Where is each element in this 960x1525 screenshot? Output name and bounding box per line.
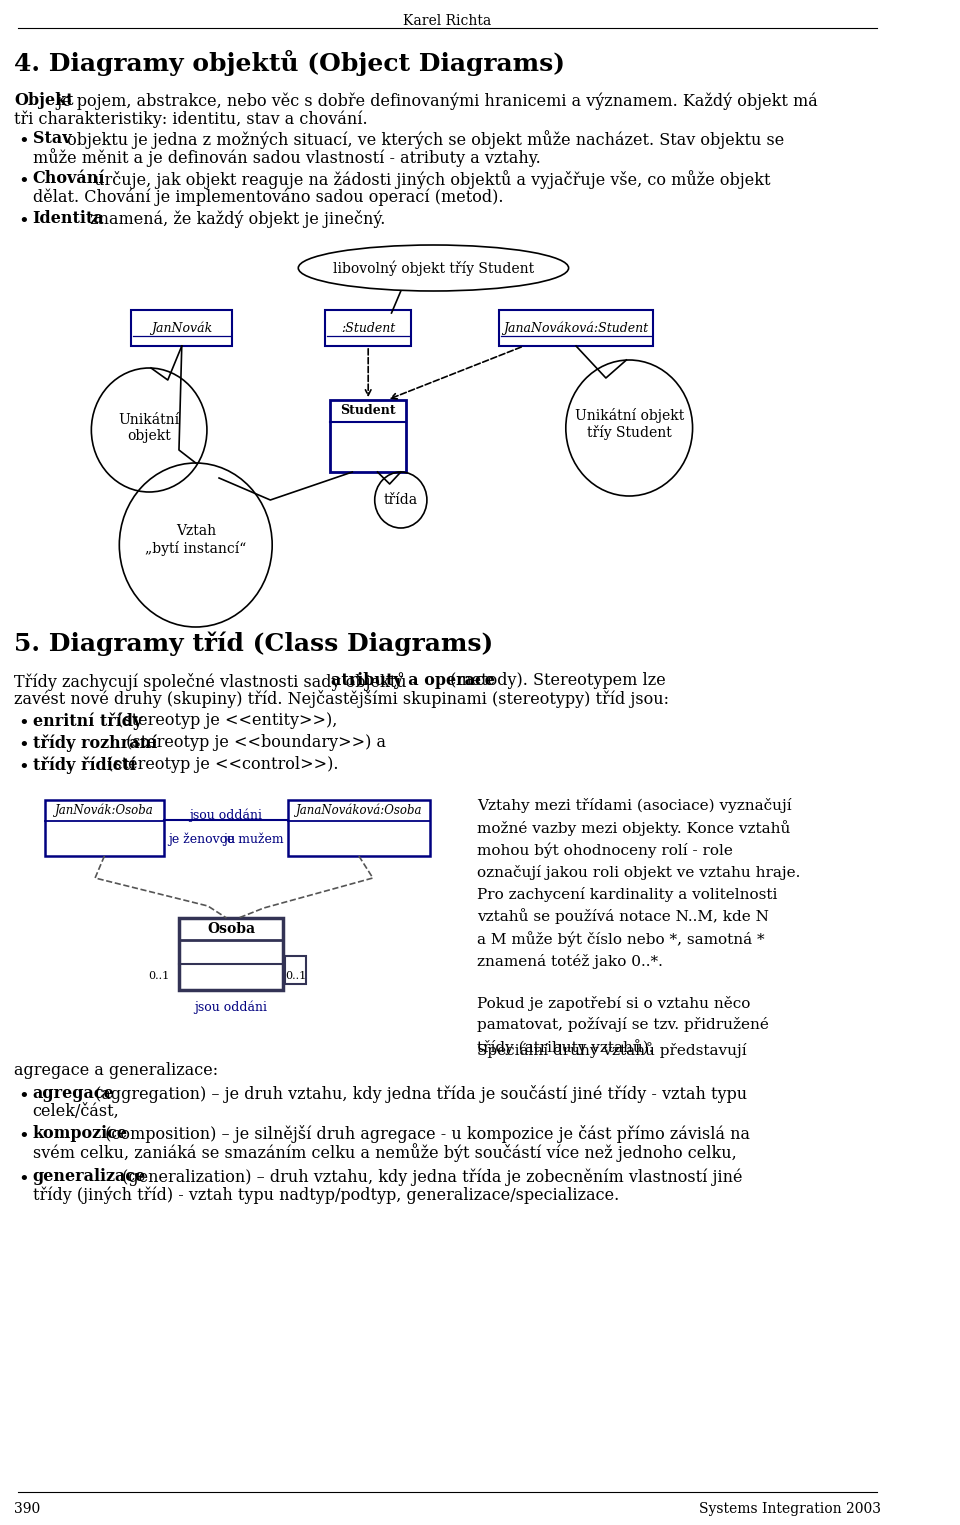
Text: JanNovák:Osoba: JanNovák:Osoba (55, 804, 154, 817)
Text: JanNovák: JanNovák (151, 322, 212, 336)
Text: agregace: agregace (33, 1084, 114, 1103)
Text: (stereotyp je <<boundary>>) a: (stereotyp je <<boundary>>) a (121, 734, 386, 750)
Text: 390: 390 (14, 1502, 40, 1516)
Text: JanaNováková:Student: JanaNováková:Student (503, 322, 649, 336)
Text: •: • (18, 1087, 30, 1106)
Text: :Student: :Student (341, 322, 396, 334)
Text: Stav: Stav (33, 130, 71, 146)
Text: kompozice: kompozice (33, 1125, 128, 1142)
Text: celek/část,: celek/část, (33, 1103, 119, 1119)
FancyBboxPatch shape (179, 918, 283, 990)
Text: (metody). Stereotypem lze: (metody). Stereotypem lze (444, 673, 665, 689)
FancyBboxPatch shape (45, 801, 164, 856)
Text: •: • (18, 1171, 30, 1190)
Text: zavést nové druhy (skupiny) tříd. Nejčastějšími skupinami (stereotypy) tříd jsou: zavést nové druhy (skupiny) tříd. Nejčas… (14, 689, 669, 708)
Text: JanaNováková:Osoba: JanaNováková:Osoba (296, 804, 422, 817)
Text: Identita: Identita (33, 210, 105, 227)
Text: Student: Student (341, 404, 396, 418)
Text: 0..1: 0..1 (148, 971, 169, 981)
Text: určuje, jak objekt reaguje na žádosti jiných objektů a vyjačřuje vše, co může ob: určuje, jak objekt reaguje na žádosti ji… (88, 169, 770, 189)
FancyBboxPatch shape (285, 956, 305, 984)
Text: (composition) – je silnější druh agregace - u kompozice je část přímo závislá na: (composition) – je silnější druh agregac… (100, 1125, 750, 1144)
Text: atributy a operace: atributy a operace (331, 673, 494, 689)
Text: může měnit a je definován sadou vlastností - atributy a vztahy.: může měnit a je definován sadou vlastnos… (33, 148, 540, 166)
Text: (stereotyp je <<control>>).: (stereotyp je <<control>>). (102, 756, 338, 773)
Text: je mužem: je mužem (224, 833, 284, 845)
Text: •: • (18, 737, 30, 755)
Text: •: • (18, 214, 30, 230)
Text: Speciální druhy vztahů představují: Speciální druhy vztahů představují (477, 1042, 747, 1058)
Text: tři charakteristiky: identitu, stav a chování.: tři charakteristiky: identitu, stav a ch… (14, 110, 368, 128)
Text: •: • (18, 172, 30, 191)
Text: Třídy zachycují společné vlastnosti sady objektů -: Třídy zachycují společné vlastnosti sady… (14, 673, 422, 691)
FancyBboxPatch shape (330, 400, 406, 473)
Text: třídy rozhraní: třídy rozhraní (33, 734, 156, 752)
Text: 4. Diagramy objektů (Object Diagrams): 4. Diagramy objektů (Object Diagrams) (14, 50, 565, 76)
Text: třídy (jiných tříd) - vztah typu nadtyp/podtyp, generalizace/specializace.: třídy (jiných tříd) - vztah typu nadtyp/… (33, 1186, 619, 1203)
Text: svém celku, zaniáká se smazáním celku a nemůže být součástí více než jednoho cel: svém celku, zaniáká se smazáním celku a … (33, 1144, 736, 1162)
Text: (generalization) – druh vztahu, kdy jedna třída je zobecněním vlastností jiné: (generalization) – druh vztahu, kdy jedn… (116, 1168, 742, 1185)
Text: •: • (18, 133, 30, 151)
Text: znamená, že každý objekt je jinečný.: znamená, že každý objekt je jinečný. (84, 210, 385, 229)
Text: jsou oddáni: jsou oddáni (195, 1000, 268, 1014)
FancyBboxPatch shape (499, 310, 653, 346)
Text: objektu je jedna z možných situací, ve kterých se objekt může nacházet. Stav obj: objektu je jedna z možných situací, ve k… (62, 130, 784, 149)
Text: generalizace: generalizace (33, 1168, 146, 1185)
Text: libovolný objekt tříy Student: libovolný objekt tříy Student (333, 261, 534, 276)
Text: (aggregation) – je druh vztahu, kdy jedna třída je součástí jiné třídy - vztah t: (aggregation) – je druh vztahu, kdy jedn… (90, 1084, 748, 1103)
Text: Chování: Chování (33, 169, 105, 188)
Text: Systems Integration 2003: Systems Integration 2003 (699, 1502, 881, 1516)
Text: 0..1: 0..1 (285, 971, 306, 981)
Text: třída: třída (384, 493, 418, 506)
FancyBboxPatch shape (325, 310, 411, 346)
Text: Objekt: Objekt (14, 92, 74, 108)
Text: Vztahy mezi třídami (asociace) vyznačují
možné vazby mezi objekty. Konce vztahů
: Vztahy mezi třídami (asociace) vyznačují… (477, 798, 801, 1055)
Text: •: • (18, 1128, 30, 1145)
Text: •: • (18, 715, 30, 734)
Text: jsou oddáni: jsou oddáni (189, 808, 262, 822)
Text: agregace a generalizace:: agregace a generalizace: (14, 1061, 218, 1080)
Text: Karel Richta: Karel Richta (403, 14, 492, 27)
Text: Osoba: Osoba (207, 923, 255, 936)
Text: Unikátní objekt
tříy Student: Unikátní objekt tříy Student (575, 407, 684, 441)
Text: 5. Diagramy tříd (Class Diagrams): 5. Diagramy tříd (Class Diagrams) (14, 631, 493, 656)
Text: •: • (18, 759, 30, 778)
Text: enritní třídy: enritní třídy (33, 712, 142, 729)
Text: je pojem, abstrakce, nebo věc s dobře definovanými hranicemi a významem. Každý o: je pojem, abstrakce, nebo věc s dobře de… (52, 92, 818, 110)
FancyBboxPatch shape (132, 310, 232, 346)
Text: Vztah
„bytí instancí“: Vztah „bytí instancí“ (145, 525, 247, 555)
Text: je ženovou: je ženovou (168, 833, 235, 845)
Text: dělat. Chování je implementováno sadou operací (metod).: dělat. Chování je implementováno sadou o… (33, 188, 503, 206)
Text: třídy řídictí: třídy řídictí (33, 756, 135, 773)
Text: Unikátní
objekt: Unikátní objekt (119, 413, 180, 444)
FancyBboxPatch shape (288, 801, 430, 856)
Text: (stereotyp je <<entity>>),: (stereotyp je <<entity>>), (112, 712, 337, 729)
